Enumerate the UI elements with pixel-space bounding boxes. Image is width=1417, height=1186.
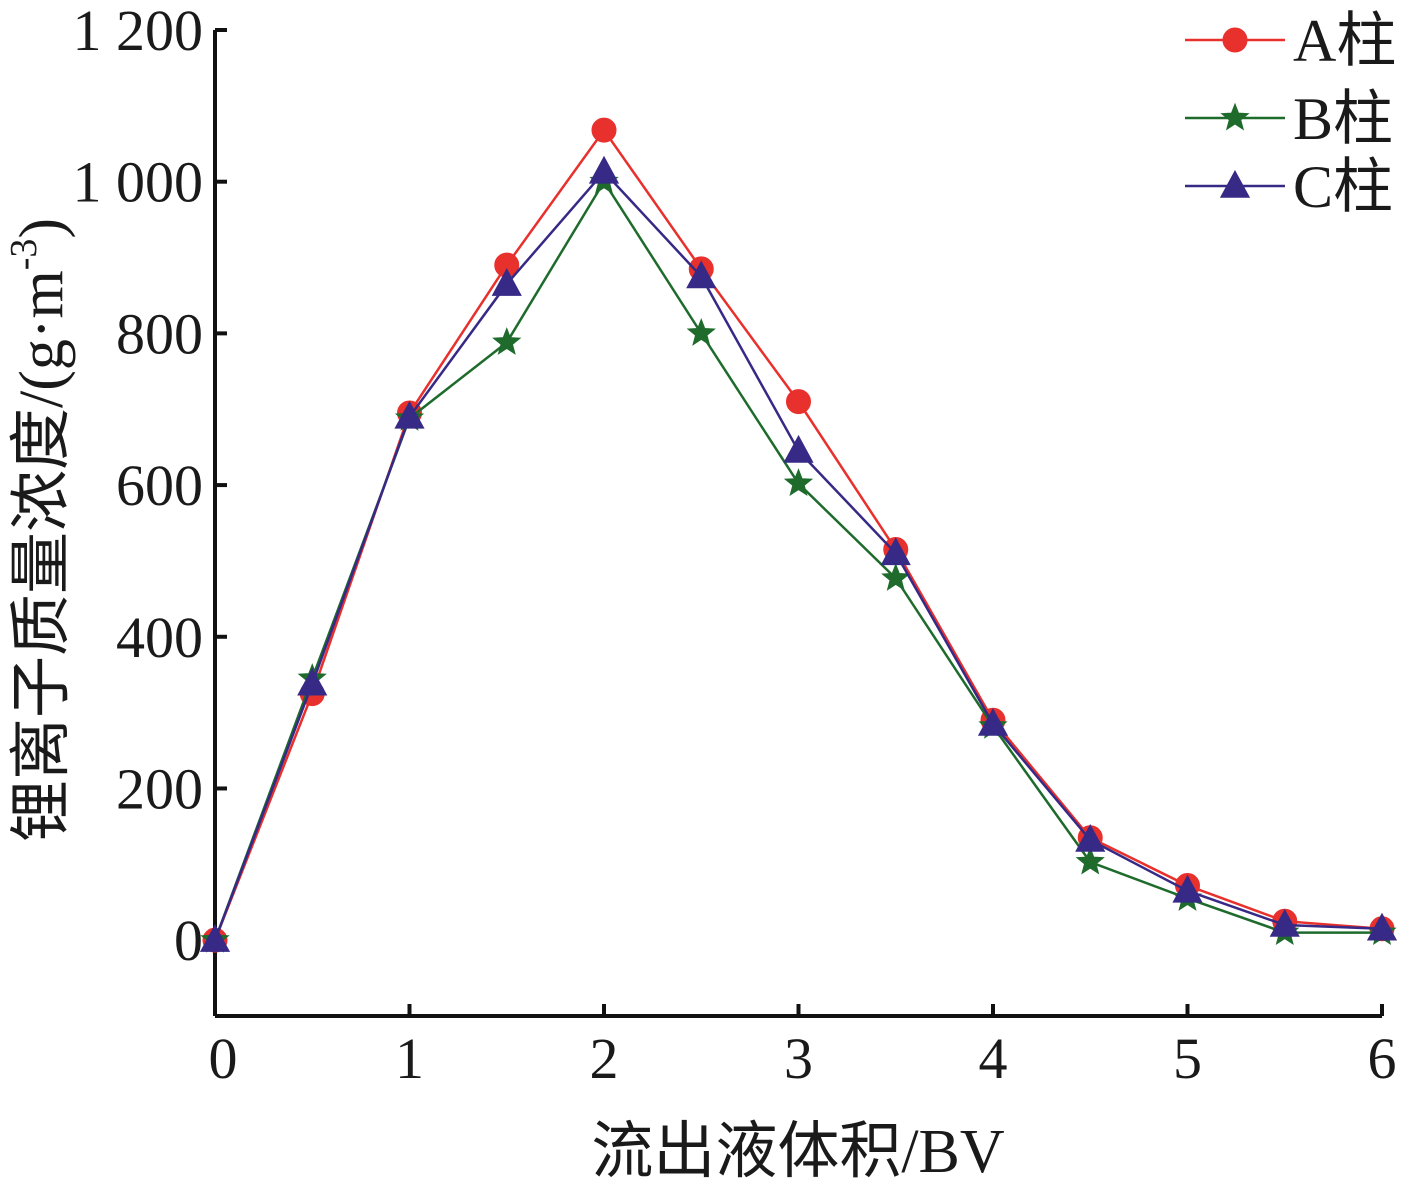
legend-marker [1219, 169, 1251, 198]
data-point [881, 562, 911, 591]
data-point [786, 389, 811, 415]
legend-label: A柱 [1293, 8, 1396, 74]
data-point [783, 468, 814, 497]
series-line [213, 179, 1382, 941]
series-1 [202, 117, 1395, 953]
y-tick-label: 600 [116, 453, 203, 518]
series-line [213, 127, 1383, 941]
data-point [783, 434, 814, 463]
legend-marker [1220, 102, 1250, 131]
x-axis-title: 流出液体积/BV [591, 1118, 1005, 1181]
y-tick-label: 0 [174, 908, 203, 973]
data-point [1366, 912, 1398, 941]
data-point [880, 537, 911, 566]
series-3 [199, 155, 1398, 952]
legend-entry-3: C柱 [1185, 154, 1393, 220]
y-axis-title: 锂离子质量浓度/(g·m-3) [3, 218, 76, 842]
data-point [491, 268, 522, 296]
x-tick-label: 1 [395, 1026, 424, 1091]
legend-entry-2: B柱 [1185, 86, 1393, 152]
y-tick-label: 400 [116, 605, 203, 670]
y-tick-label: 1 000 [73, 150, 204, 215]
data-point [686, 260, 717, 289]
x-tick-label: 0 [209, 1026, 238, 1091]
x-tick-label: 3 [784, 1026, 813, 1091]
series-line [213, 169, 1383, 941]
axes [213, 30, 1382, 1018]
data-point [1075, 823, 1106, 852]
series-2 [200, 166, 1397, 953]
legend-entry-1: A柱 [1185, 8, 1396, 74]
data-point [1172, 874, 1203, 903]
data-point [977, 707, 1009, 736]
data-point [297, 667, 328, 696]
x-tick-label: 5 [1173, 1026, 1202, 1091]
data-point [199, 924, 231, 952]
y-tick-label: 1 200 [73, 0, 204, 63]
y-axis-title-superscript: -3 [3, 239, 45, 271]
y-tick-label: 200 [116, 756, 203, 821]
legend-label: B柱 [1293, 86, 1393, 152]
legend-label: C柱 [1293, 154, 1393, 220]
axis-ticks: 0 200 400 600 800 1 000 1 200 0 1 2 3 4 5 6 [73, 0, 1397, 1091]
data-point [1075, 846, 1105, 875]
data-point [686, 317, 716, 346]
data-point [588, 155, 620, 184]
data-point [1269, 908, 1300, 937]
x-tick-label: 4 [979, 1026, 1008, 1091]
data-point [591, 117, 617, 143]
legend-marker [1222, 27, 1248, 53]
data-point [394, 400, 425, 429]
y-tick-label: 800 [116, 301, 203, 366]
data-series [199, 117, 1398, 953]
data-point [492, 327, 522, 355]
y-axis-title-close: ) [8, 218, 76, 239]
y-axis-title-main: 锂离子质量浓度/(g·m [8, 270, 76, 842]
x-tick-label: 6 [1368, 1026, 1397, 1091]
x-tick-label: 2 [590, 1026, 619, 1091]
